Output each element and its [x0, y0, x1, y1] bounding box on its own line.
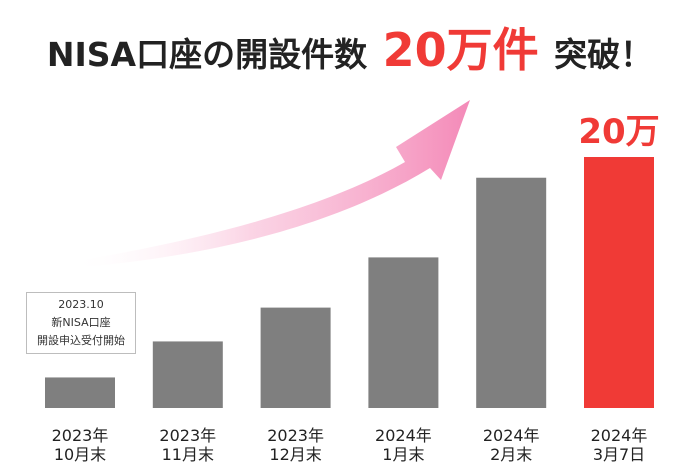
bar-3 — [368, 257, 439, 408]
x-tick-label-3-1: 1月末 — [382, 445, 424, 464]
x-tick-label-5-1: 3月7日 — [593, 445, 645, 464]
page-title: NISA口座の開設件数 20万件 突破！ — [0, 18, 700, 87]
title-highlight: 20万件 — [382, 23, 539, 77]
x-tick-label-1-0: 2023年 — [159, 426, 216, 445]
x-tick-label-2-0: 2023年 — [267, 426, 324, 445]
title-prefix: NISA口座の開設件数 — [46, 35, 368, 74]
x-tick-label-0-1: 10月末 — [54, 445, 106, 464]
growth-arrow-icon — [70, 100, 470, 268]
bar-1 — [152, 341, 223, 408]
note-line-date: 2023.10 — [58, 298, 104, 311]
x-tick-label-0-0: 2023年 — [52, 426, 109, 445]
bar-2 — [260, 307, 331, 408]
bar-5 — [584, 157, 654, 408]
x-tick-label-2-1: 12月末 — [269, 445, 321, 464]
launch-note: 2023.10 新NISA口座 開設申込受付開始 — [26, 292, 136, 354]
x-tick-label-4-1: 2月末 — [490, 445, 532, 464]
title-suffix: 突破！ — [554, 35, 654, 74]
bar-4 — [476, 177, 547, 408]
x-tick-label-4-0: 2024年 — [483, 426, 540, 445]
x-tick-label-5-0: 2024年 — [591, 426, 648, 445]
note-line-action: 開設申込受付開始 — [37, 334, 125, 347]
bar-0 — [45, 377, 115, 408]
x-tick-label-3-0: 2024年 — [375, 426, 432, 445]
note-line-product: 新NISA口座 — [51, 316, 111, 329]
highlight-data-label: 20万 — [578, 112, 659, 152]
x-tick-label-1-1: 11月末 — [162, 445, 214, 464]
